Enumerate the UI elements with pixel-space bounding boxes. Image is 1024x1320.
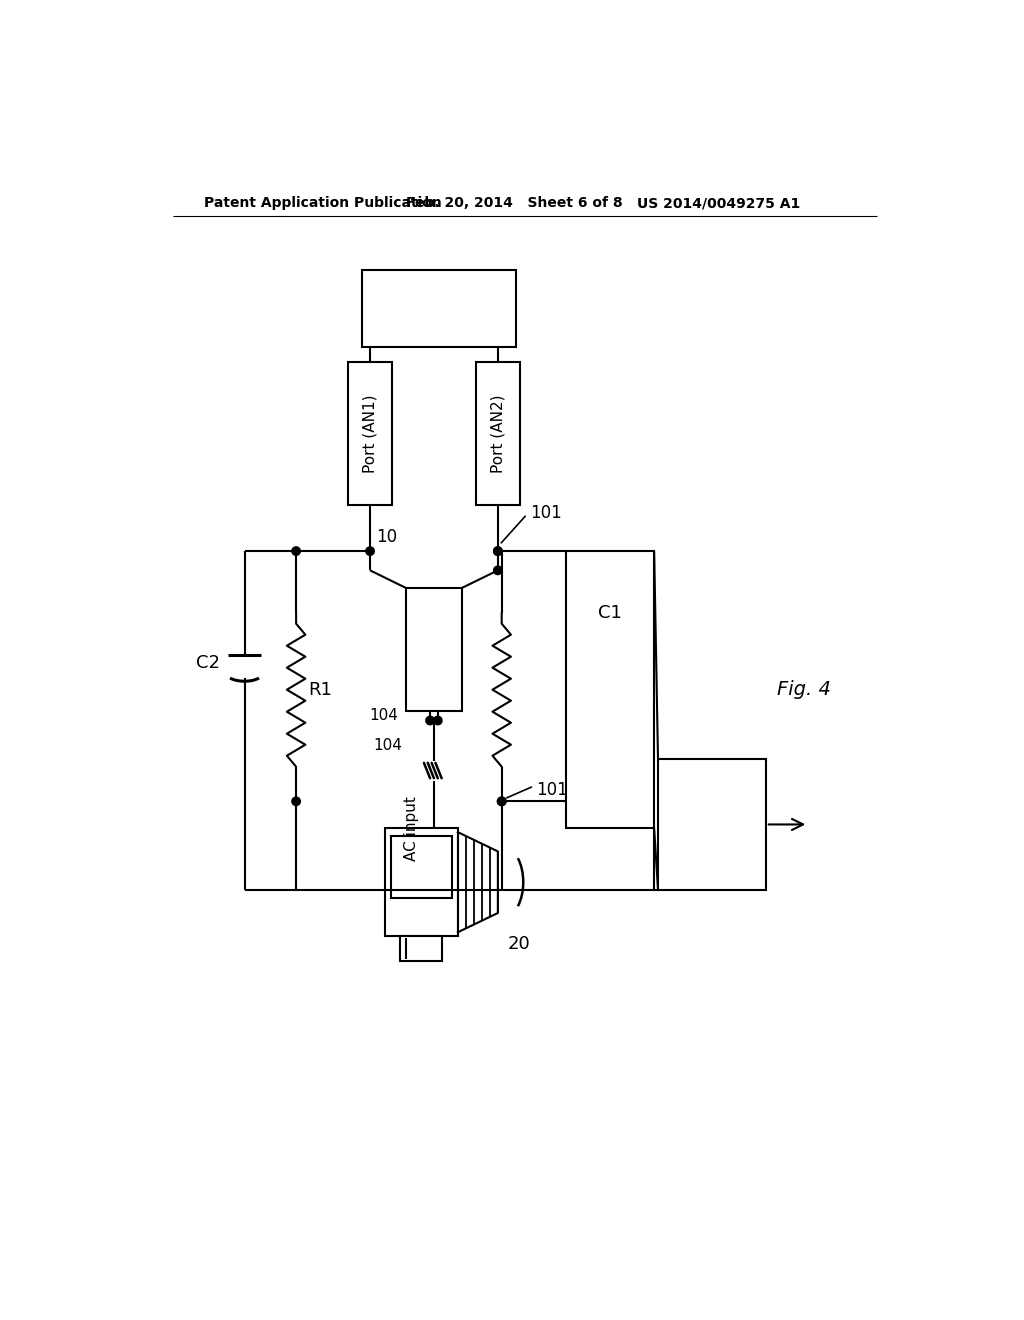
Bar xyxy=(407,589,462,711)
Circle shape xyxy=(494,546,502,556)
Text: Feb. 20, 2014   Sheet 6 of 8: Feb. 20, 2014 Sheet 6 of 8 xyxy=(407,197,623,210)
Text: 101: 101 xyxy=(530,504,562,521)
Text: AC input: AC input xyxy=(403,796,419,861)
Text: Patent Application Publication: Patent Application Publication xyxy=(204,197,441,210)
Circle shape xyxy=(494,546,502,556)
Circle shape xyxy=(366,546,374,556)
Text: 104: 104 xyxy=(370,708,398,722)
Text: Fig. 4: Fig. 4 xyxy=(777,680,831,700)
Bar xyxy=(385,829,458,936)
Text: Port (AN2): Port (AN2) xyxy=(490,395,506,473)
Text: C1: C1 xyxy=(598,603,622,622)
Bar xyxy=(565,552,654,829)
Text: 104: 104 xyxy=(374,738,402,754)
Bar xyxy=(400,936,442,961)
Text: 101: 101 xyxy=(537,781,568,799)
Bar xyxy=(391,836,452,899)
Text: R1: R1 xyxy=(308,681,333,698)
Circle shape xyxy=(433,717,442,725)
Text: US 2014/0049275 A1: US 2014/0049275 A1 xyxy=(637,197,801,210)
Circle shape xyxy=(498,797,506,805)
Bar xyxy=(475,363,520,506)
Text: 10: 10 xyxy=(376,528,397,546)
Circle shape xyxy=(498,797,506,805)
Bar xyxy=(348,363,392,506)
Bar xyxy=(361,271,515,347)
Circle shape xyxy=(494,566,502,574)
Circle shape xyxy=(292,797,300,805)
Text: Port (AN1): Port (AN1) xyxy=(362,395,378,473)
Circle shape xyxy=(292,546,300,556)
Bar xyxy=(658,759,766,890)
Text: C2: C2 xyxy=(196,653,220,672)
Text: 20: 20 xyxy=(508,935,530,953)
Circle shape xyxy=(426,717,434,725)
